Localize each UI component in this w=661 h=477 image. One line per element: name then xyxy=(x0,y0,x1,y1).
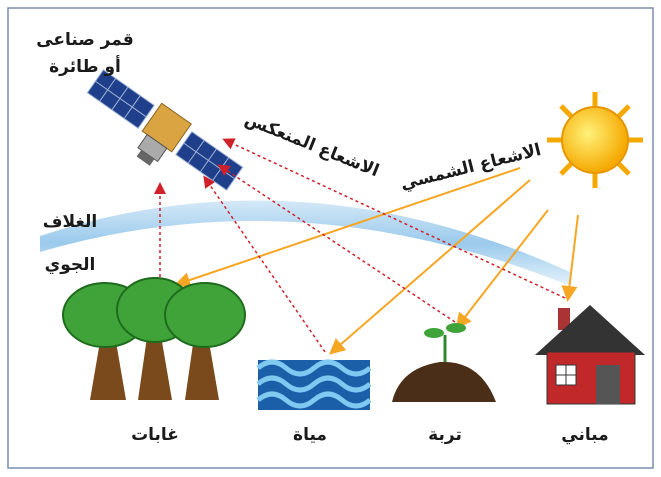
satellite-label: قمر صناعى xyxy=(36,30,134,50)
solar-arrows xyxy=(174,167,579,355)
reflected-label: الاشعاع المنعكس xyxy=(242,109,382,181)
target-label: مياة xyxy=(293,425,327,445)
atmosphere xyxy=(40,200,570,286)
target-label: تربة xyxy=(428,425,462,445)
forest xyxy=(62,277,246,400)
atmosphere-label: الغلاف xyxy=(43,212,97,232)
house xyxy=(535,305,645,405)
reflected-arrows xyxy=(154,138,566,353)
water xyxy=(256,359,372,410)
soil xyxy=(392,323,496,402)
atmosphere-label: الجوي xyxy=(45,255,96,275)
frame xyxy=(7,7,654,469)
sun xyxy=(547,92,643,188)
target-label: غابات xyxy=(131,425,179,445)
satellite xyxy=(86,69,244,191)
satellite-label: أو طائرة xyxy=(49,55,121,77)
target-label: مباني xyxy=(561,425,608,445)
